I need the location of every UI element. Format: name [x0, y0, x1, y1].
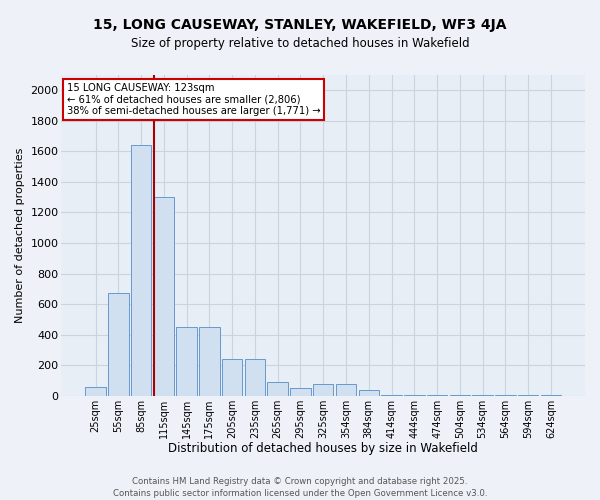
Text: Contains HM Land Registry data © Crown copyright and database right 2025.
Contai: Contains HM Land Registry data © Crown c… [113, 476, 487, 498]
Bar [472, 395, 493, 396]
Text: Size of property relative to detached houses in Wakefield: Size of property relative to detached ho… [131, 38, 469, 51]
Bar [268, 382, 288, 396]
Bar [222, 359, 242, 396]
Bar [404, 395, 425, 396]
Bar [336, 384, 356, 396]
Bar [176, 327, 197, 396]
Bar [427, 395, 448, 396]
Bar [154, 197, 174, 396]
Bar [359, 390, 379, 396]
Bar [199, 327, 220, 396]
Bar [381, 395, 402, 396]
Text: 15 LONG CAUSEWAY: 123sqm
← 61% of detached houses are smaller (2,806)
38% of sem: 15 LONG CAUSEWAY: 123sqm ← 61% of detach… [67, 83, 320, 116]
Bar [518, 395, 538, 396]
Bar [541, 395, 561, 396]
Bar [108, 294, 128, 396]
Bar [449, 395, 470, 396]
Bar [85, 388, 106, 396]
X-axis label: Distribution of detached houses by size in Wakefield: Distribution of detached houses by size … [168, 442, 478, 455]
Text: 15, LONG CAUSEWAY, STANLEY, WAKEFIELD, WF3 4JA: 15, LONG CAUSEWAY, STANLEY, WAKEFIELD, W… [93, 18, 507, 32]
Bar [313, 384, 334, 396]
Bar [131, 145, 151, 396]
Bar [245, 359, 265, 396]
Bar [495, 395, 515, 396]
Y-axis label: Number of detached properties: Number of detached properties [15, 148, 25, 323]
Bar [290, 388, 311, 396]
